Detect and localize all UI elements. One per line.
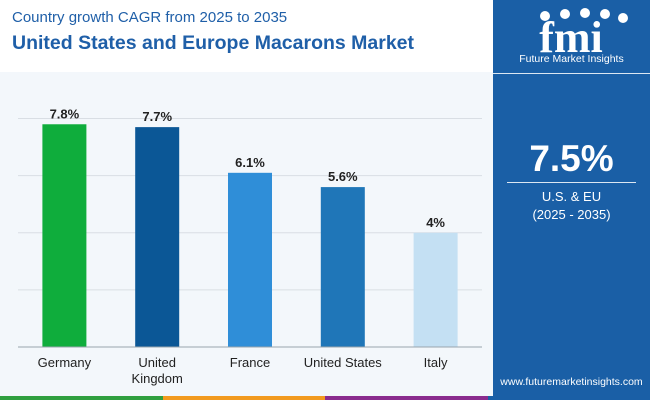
x-axis-labels: Germany United Kingdom France United States I… (38, 355, 448, 386)
value-label: 5.6% (328, 169, 358, 184)
period-label: (2025 - 2035) (532, 207, 611, 222)
cagr-value: 7.5% (529, 138, 614, 179)
value-label: 7.7% (142, 109, 172, 124)
strip-segment (325, 396, 488, 400)
region-label: U.S. & EU (541, 189, 602, 204)
bar-united-kingdom (135, 127, 180, 347)
bar-france (228, 172, 272, 347)
value-label: 6.1% (235, 155, 265, 170)
sidebar: fmi Future Market Insights 7.5% U.S. & E… (493, 0, 650, 396)
chart-title: United States and Europe Macarons Market (12, 32, 415, 54)
x-tick-label: Germany (38, 355, 92, 370)
value-divider (507, 182, 636, 183)
bar-chart: 7.8% 7.7% 6.1% 5.6% 4% Germany United Kingdom F… (18, 106, 482, 386)
logo-name: fmi (539, 13, 603, 62)
bar-united-states (320, 187, 365, 347)
strip-segment (162, 396, 325, 400)
value-label: 7.8% (50, 106, 80, 121)
strip-segment (487, 396, 650, 400)
value-labels: 7.8% 7.7% 6.1% 5.6% 4% (50, 106, 446, 230)
header: Country growth CAGR from 2025 to 2035 Un… (0, 0, 493, 72)
x-tick-label: United States (304, 355, 383, 370)
bars (42, 124, 458, 348)
logo-divider (493, 73, 650, 74)
chart-subtitle: Country growth CAGR from 2025 to 2035 (12, 9, 288, 26)
bottom-color-strip (0, 396, 650, 400)
x-tick-label: United Kingdom (132, 355, 183, 386)
value-label: 4% (426, 215, 445, 230)
website-link[interactable]: www.futuremarketinsights.com (500, 376, 643, 388)
x-tick-label: France (230, 355, 270, 370)
logo-text: Future Market Insights (519, 53, 624, 65)
strip-segment (0, 396, 163, 400)
bar-italy (413, 232, 458, 347)
bar-germany (42, 124, 87, 348)
fmi-logo: fmi (539, 8, 628, 62)
x-tick-label: Italy (424, 355, 448, 370)
